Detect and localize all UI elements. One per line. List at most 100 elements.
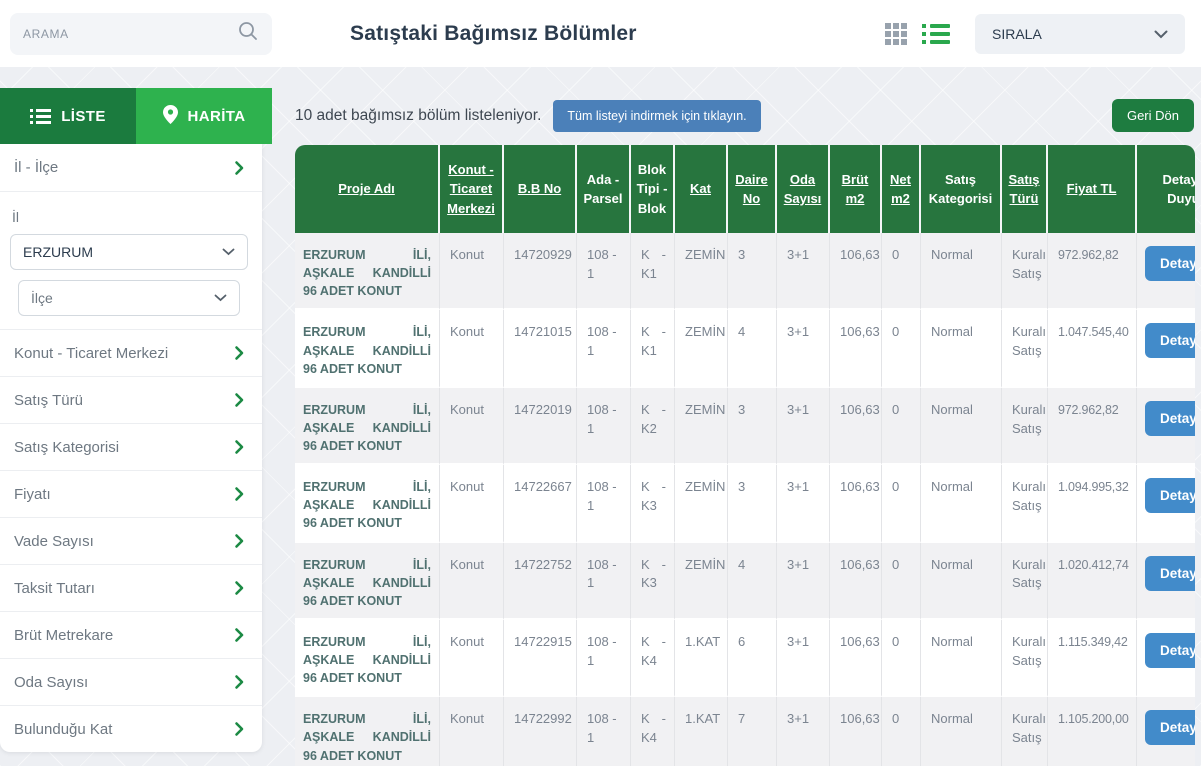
filter-fiyati[interactable]: Fiyatı [0,470,262,517]
filter-satis-turu[interactable]: Satış Türü [0,376,262,423]
cell-fiyat_tl: 972.962,82 [1048,233,1137,311]
filter-vade-sayisi[interactable]: Vade Sayısı [0,517,262,564]
sort-dropdown-label: SIRALA [992,25,1042,42]
tab-harita[interactable]: HARİTA [136,88,272,144]
col-header-satis_turu[interactable]: Satış Türü [1002,145,1048,233]
cell-daire_no: 7 [728,697,777,766]
cell-ada_parsel: 108 - 1 [577,697,631,766]
cell-oda_sayisi: 3+1 [777,310,830,388]
col-header-brut_m2[interactable]: Brüt m2 [830,145,882,233]
list-icon [30,108,52,124]
col-header-daire_no[interactable]: Daire No [728,145,777,233]
detay-button[interactable]: Detay [1145,632,1195,668]
chevron-right-icon [235,534,244,548]
filter-oda-sayisi[interactable]: Oda Sayısı [0,658,262,705]
tab-liste[interactable]: LİSTE [0,88,136,144]
list-view-icon[interactable] [922,23,950,44]
chevron-right-icon [235,487,244,501]
col-header-konut_ticaret[interactable]: Konut - Ticaret Merkezi [440,145,504,233]
filter-taksit-tutari[interactable]: Taksit Tutarı [0,564,262,611]
grid-view-icon[interactable] [885,22,907,45]
col-header-kat[interactable]: Kat [675,145,728,233]
filter-konut-ticaret-merkezi[interactable]: Konut - Ticaret Merkezi [0,329,262,376]
cell-detay: Detay [1137,542,1195,620]
download-list-button[interactable]: Tüm listeyi indirmek için tıklayın. [553,99,761,132]
filter-bulundugu-kat[interactable]: Bulunduğu Kat [0,705,262,752]
cell-detay: Detay [1137,697,1195,766]
chevron-right-icon [235,160,244,175]
cell-satis_turu: Kuralı Satış [1002,619,1048,698]
cell-kat: ZEMİN [675,387,728,466]
search-input[interactable] [23,26,237,41]
chevron-right-icon [235,722,244,736]
cell-konut_ticaret: Konut [440,542,504,620]
col-header-bb_no[interactable]: B.B No [504,145,577,233]
cell-fiyat_tl: 972.962,82 [1048,387,1137,466]
cell-satis_kategorisi: Normal [921,697,1002,766]
cell-fiyat_tl: 1.105.200,00 [1048,697,1137,766]
cell-brut_m2: 106,63 [830,619,882,698]
filter-label: Satış Kategorisi [14,438,120,456]
cell-satis_turu: Kuralı Satış [1002,697,1048,766]
detay-button[interactable]: Detay [1145,555,1195,591]
cell-konut_ticaret: Konut [440,697,504,766]
cell-daire_no: 4 [728,542,777,620]
col-header-oda_sayisi[interactable]: Oda Sayısı [777,145,830,233]
cell-ada_parsel: 108 - 1 [577,542,631,620]
chevron-down-icon [214,294,227,302]
cell-ada_parsel: 108 - 1 [577,619,631,698]
il-select[interactable]: ERZURUM [10,234,248,270]
cell-satis_turu: Kuralı Satış [1002,465,1048,543]
cell-brut_m2: 106,63 [830,465,882,543]
il-select-value: ERZURUM [23,244,93,260]
detay-button[interactable]: Detay [1145,246,1195,281]
detay-button[interactable]: Detay [1145,323,1195,359]
col-header-net_m2[interactable]: Net m2 [882,145,921,233]
detay-button[interactable]: Detay [1145,400,1195,436]
detay-button[interactable]: Detay [1145,478,1195,514]
cell-satis_turu: Kuralı Satış [1002,310,1048,388]
cell-brut_m2: 106,63 [830,697,882,766]
results-info-row: 10 adet bağımsız bölüm listeleniyor. Tüm… [295,98,1201,133]
detay-button[interactable]: Detay [1145,710,1195,746]
cell-proje: ERZURUM İLİ, AŞKALE KANDİLLİ 96 ADET KON… [295,542,440,620]
cell-blok: K - K3 [631,542,675,620]
filter-satis-kategorisi[interactable]: Satış Kategorisi [0,423,262,470]
table-row: ERZURUM İLİ, AŞKALE KANDİLLİ 96 ADET KON… [295,619,1195,698]
sort-dropdown[interactable]: SIRALA [975,13,1185,54]
filter-il-ilce[interactable]: İl - İlçe [0,144,262,191]
chevron-down-icon [222,248,235,256]
table-row: ERZURUM İLİ, AŞKALE KANDİLLİ 96 ADET KON… [295,310,1195,388]
search-icon[interactable] [237,20,259,47]
cell-kat: ZEMİN [675,233,728,311]
cell-detay: Detay [1137,387,1195,466]
cell-daire_no: 3 [728,465,777,543]
chevron-right-icon [235,675,244,689]
back-button[interactable]: Geri Dön [1111,99,1194,132]
cell-konut_ticaret: Konut [440,465,504,543]
col-header-fiyat_tl[interactable]: Fiyat TL [1048,145,1137,233]
filter-label: Taksit Tutarı [14,579,95,597]
cell-net_m2: 0 [882,542,921,620]
cell-satis_kategorisi: Normal [921,542,1002,620]
ilce-select-placeholder: İlçe [31,290,53,306]
cell-bb_no: 14722019 [504,387,577,466]
col-header-satis_kategorisi: Satış Kategorisi [921,145,1002,233]
cell-brut_m2: 106,63 [830,542,882,620]
filter-card: İl - İlçe İl ERZURUM İlçe [0,144,262,752]
ilce-select[interactable]: İlçe [18,280,240,316]
cell-konut_ticaret: Konut [440,619,504,698]
cell-kat: ZEMİN [675,465,728,543]
table-row: ERZURUM İLİ, AŞKALE KANDİLLİ 96 ADET KON… [295,697,1195,766]
chevron-right-icon [235,440,244,454]
cell-brut_m2: 106,63 [830,310,882,388]
col-header-proje[interactable]: Proje Adı [295,145,440,233]
il-ilce-panel: İl ERZURUM İlçe [0,191,262,329]
chevron-right-icon [235,346,244,360]
sidebar-tabs: LİSTE HARİTA [0,88,272,144]
cell-blok: K - K1 [631,233,675,311]
cell-fiyat_tl: 1.094.995,32 [1048,465,1137,543]
filter-brut-metrekare[interactable]: Brüt Metrekare [0,611,262,658]
search-box[interactable] [10,12,272,55]
cell-blok: K - K1 [631,310,675,388]
